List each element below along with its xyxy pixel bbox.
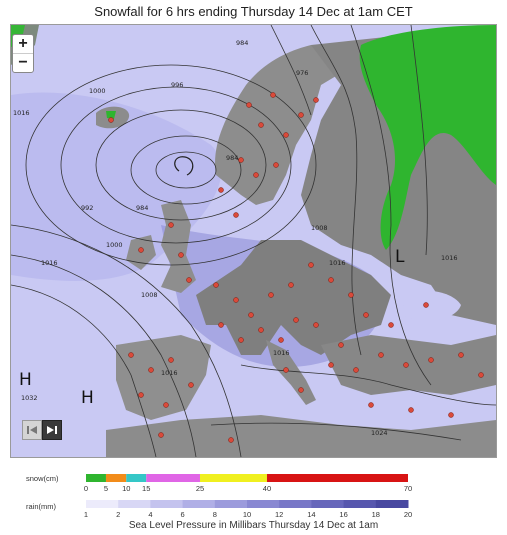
high-pressure-label: H [19,370,32,390]
isobar-label: 1016 [161,369,178,377]
map-canvas: 984 976 1000 996 984 992 984 1008 1000 1… [11,25,496,457]
weather-map[interactable]: 984 976 1000 996 984 992 984 1008 1000 1… [10,24,497,458]
scandinavia [215,45,346,205]
snow-scale-band [86,474,106,482]
rain-legend-label: rain(mm) [26,502,56,511]
play-next-icon [47,426,57,434]
snow-scale-tick: 5 [104,484,108,493]
rain-scale-tick: 6 [181,510,185,519]
snow-scale-tick: 0 [84,484,88,493]
next-frame-button[interactable] [42,420,62,440]
isobar-label: 996 [171,81,183,89]
isobar-label: 1008 [141,291,158,299]
rain-scale-band [214,500,248,508]
black-sea [401,290,461,321]
rain-scale-tick: 20 [404,510,412,519]
snow-scale-tick: 40 [263,484,271,493]
previous-frame-button[interactable] [22,420,42,440]
snow-legend-label: snow(cm) [26,474,59,483]
map-title: Snowfall for 6 hrs ending Thursday 14 De… [94,4,413,19]
rain-scale-tick: 10 [243,510,251,519]
isobar-label: 1016 [329,259,346,267]
low-pressure-label: L [395,247,405,267]
legend: snow(cm) rain(mm) 0 5 10 15 25 40 70 1 2 4 6 8 10 12 1… [14,460,492,520]
snow-scale-tick: 10 [122,484,130,493]
italy [266,340,316,405]
rain-scale-tick: 16 [339,510,347,519]
isobar-label: 976 [296,69,308,77]
rain-scale-band [375,500,409,508]
snow-scale-tick: 25 [196,484,204,493]
zoom-control: + − [12,34,34,73]
map-footer: Sea Level Pressure in Millibars Thursday… [128,520,379,531]
snow-scale-tick: 15 [142,484,150,493]
isobars [11,25,496,457]
isobar-label: 984 [236,39,248,47]
rain-scale-band [150,500,184,508]
snow-scale-band [266,474,408,482]
isobar-label: 1000 [106,241,123,249]
legend-scales: 0 5 10 15 25 40 701 2 4 6 8 10 12 14 16 18 20 [84,474,412,519]
rain-scale-tick: 4 [148,510,152,519]
snow-scale-band [146,474,200,482]
isobar-label: 1032 [21,394,38,402]
isobar-label: 984 [136,204,148,212]
isobar-label: 1016 [441,254,458,262]
isobar-label: 992 [81,204,93,212]
snow-scale-band [199,474,267,482]
skip-back-icon [27,426,37,434]
isobar-label: 1024 [371,429,388,437]
snow-scale-tick: 70 [404,484,412,493]
rain-scale-tick: 18 [372,510,380,519]
rain-scale-tick: 12 [275,510,283,519]
iceland-snow [106,111,116,119]
rain-scale-tick: 14 [307,510,315,519]
isobar-label: 1000 [89,87,106,95]
rain-scale-band [182,500,216,508]
rain-scale-band [118,500,151,508]
snow-scale-band [126,474,147,482]
rain-scale-tick: 8 [213,510,217,519]
rain-scale-band [311,500,345,508]
rain-scale-tick: 2 [116,510,120,519]
isobar-label: 1016 [41,259,58,267]
high-pressure-label: H [81,388,94,408]
central-europe [196,240,391,355]
isobar-label: 1016 [13,109,30,117]
north-africa [106,415,496,457]
rain-scale-band [86,500,119,508]
iberia [116,335,211,420]
isobar-label: 1016 [273,349,290,357]
low-pressure-swirl-icon [174,156,194,176]
rain-scale-band [343,500,377,508]
isobar-label: 984 [226,154,238,162]
rain-scale-tick: 1 [84,510,88,519]
rain-scale-band [279,500,312,508]
zoom-out-button[interactable]: − [13,53,33,72]
weather-stations [108,92,484,443]
animation-controls [22,420,62,440]
snow-scale-band [105,474,127,482]
rain-scale-band [247,500,280,508]
snow-russia [359,25,496,250]
isobar-label: 1008 [311,224,328,232]
zoom-in-button[interactable]: + [18,35,28,52]
